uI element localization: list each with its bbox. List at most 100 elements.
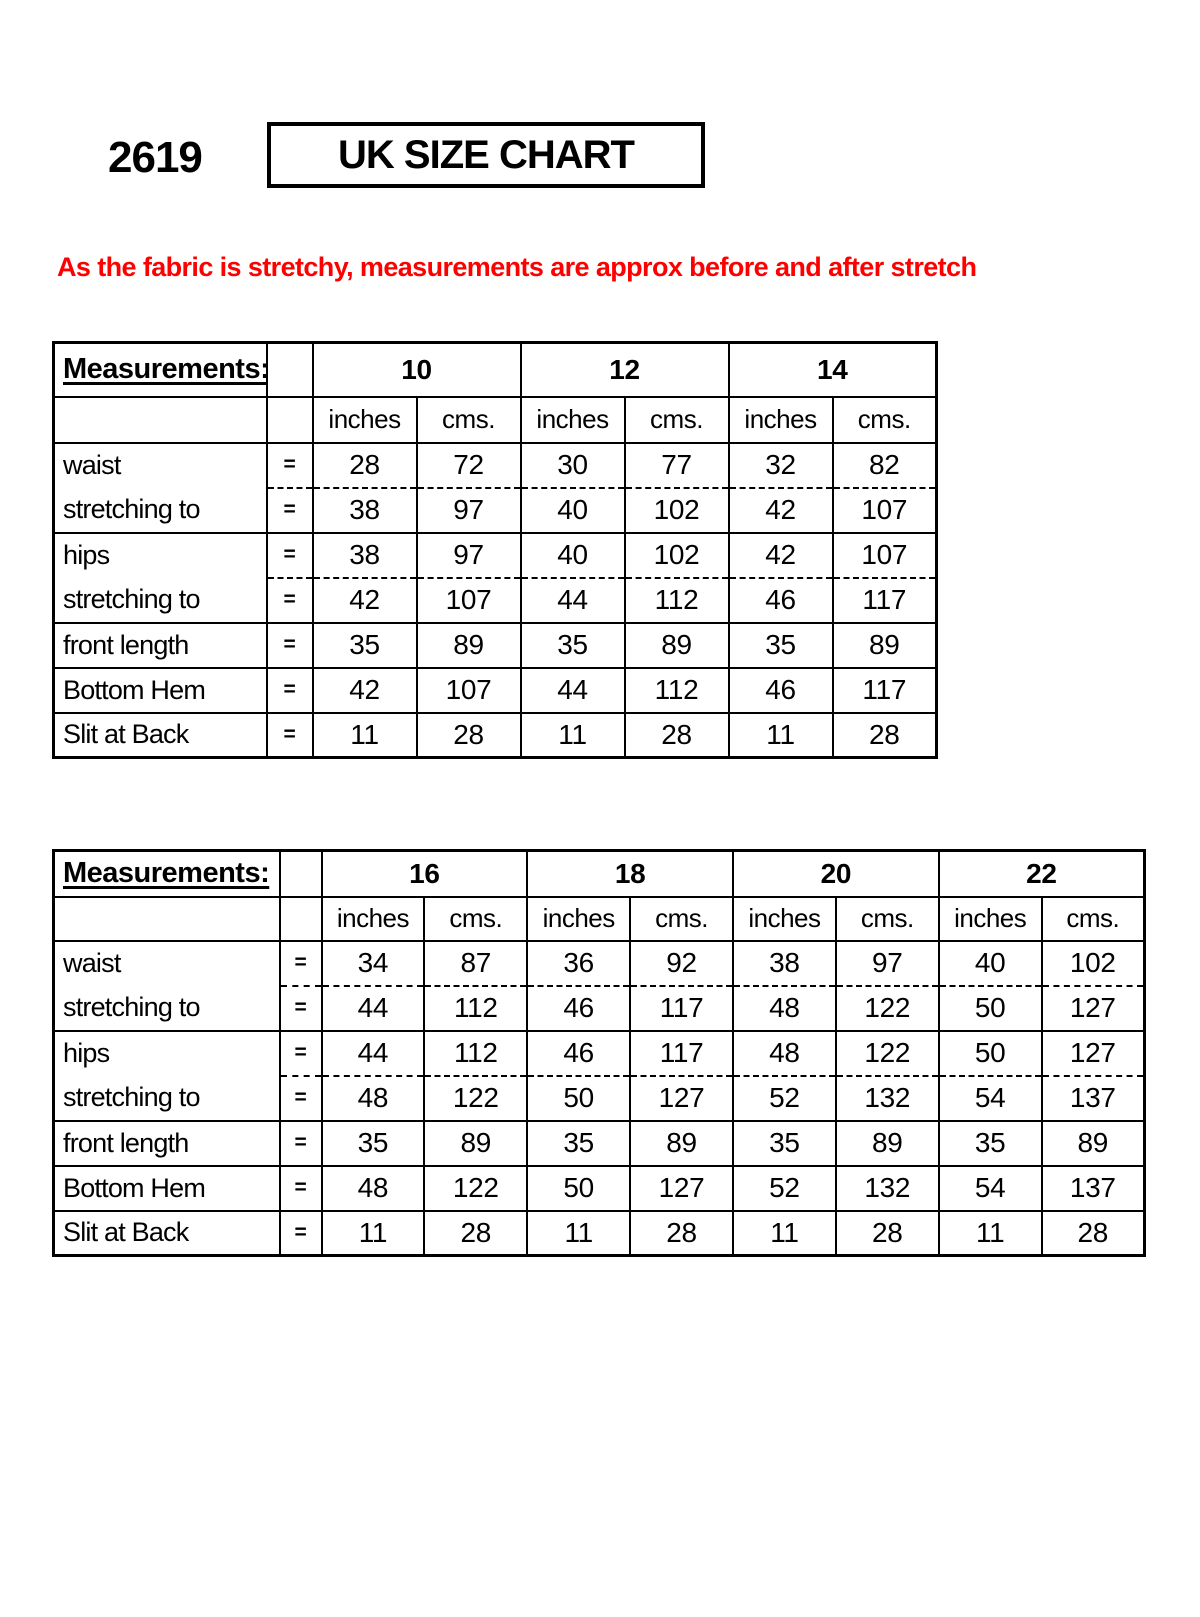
spacer-cell [265, 396, 314, 444]
value-cell: 48 [320, 1075, 426, 1122]
value-cell: 40 [519, 487, 626, 534]
value-cell: 35 [727, 622, 834, 669]
value-cell: 107 [831, 487, 938, 534]
value-cell: 52 [732, 1075, 837, 1122]
value-cell: 35 [311, 622, 418, 669]
value-cell: 122 [834, 985, 940, 1032]
measurement-row: Bottom Hem = 48 122 50 127 52 132 54 137 [52, 1165, 1146, 1212]
value-cell: 50 [526, 1165, 632, 1212]
value-cell: 11 [727, 712, 834, 759]
unit-header: inches [311, 396, 418, 444]
size-header: 20 [732, 850, 940, 898]
value-cell: 89 [423, 1120, 529, 1167]
value-cell: 89 [629, 1120, 734, 1167]
value-cell: 50 [937, 985, 1043, 1032]
unit-header: cms. [423, 896, 529, 942]
value-cell: 132 [834, 1075, 940, 1122]
measurement-row: stretching to = 44 112 46 117 48 122 50 127 [52, 985, 1146, 1032]
size-chart-table-sizes-16-22: Measurements: 16 18 20 22 inches cms. inches cms… [52, 849, 1146, 1257]
value-cell: 32 [727, 442, 834, 489]
value-cell: 42 [727, 487, 834, 534]
value-cell: 44 [320, 1030, 426, 1077]
spacer-cell [278, 850, 323, 898]
measurement-row: hips = 38 97 40 102 42 107 [52, 532, 938, 579]
value-cell: 11 [526, 1210, 632, 1257]
value-cell: 44 [519, 667, 626, 714]
measurements-header: Measurements: [52, 850, 281, 898]
measurement-row: Slit at Back = 11 28 11 28 11 28 11 28 [52, 1210, 1146, 1257]
equals-sign: = [278, 940, 323, 987]
page-title: UK SIZE CHART [338, 132, 635, 177]
value-cell: 122 [423, 1165, 529, 1212]
value-cell: 102 [623, 532, 730, 579]
value-cell: 112 [423, 1030, 529, 1077]
measurement-label: Slit at Back [52, 712, 268, 759]
value-cell: 28 [1040, 1210, 1146, 1257]
title-box: UK SIZE CHART [267, 122, 705, 188]
unit-header: inches [937, 896, 1043, 942]
value-cell: 127 [1040, 985, 1146, 1032]
value-cell: 28 [834, 1210, 940, 1257]
spacer-cell [52, 896, 281, 942]
equals-sign: = [265, 487, 314, 534]
value-cell: 122 [423, 1075, 529, 1122]
measurement-label: stretching to [52, 487, 268, 534]
unit-header: cms. [1040, 896, 1146, 942]
value-cell: 82 [831, 442, 938, 489]
measurement-row: hips = 44 112 46 117 48 122 50 127 [52, 1030, 1146, 1077]
measurement-label: Bottom Hem [52, 667, 268, 714]
value-cell: 50 [526, 1075, 632, 1122]
unit-header-row: inches cms. inches cms. inches cms. inches cms. [52, 896, 1146, 942]
measurement-row: front length = 35 89 35 89 35 89 35 89 [52, 1120, 1146, 1167]
equals-sign: = [278, 1165, 323, 1212]
measurement-label: waist [52, 940, 281, 986]
measurement-label: Slit at Back [52, 1210, 281, 1257]
value-cell: 46 [526, 985, 632, 1032]
measurement-row: stretching to = 38 97 40 102 42 107 [52, 487, 938, 534]
value-cell: 48 [320, 1165, 426, 1212]
value-cell: 28 [423, 1210, 529, 1257]
equals-sign: = [265, 712, 314, 759]
measurement-label: stretching to [52, 577, 268, 624]
value-cell: 89 [415, 622, 522, 669]
value-cell: 46 [727, 667, 834, 714]
value-cell: 46 [526, 1030, 632, 1077]
unit-header: cms. [831, 396, 938, 444]
size-header-row: Measurements: 10 12 14 [52, 342, 938, 398]
size-header: 16 [320, 850, 529, 898]
value-cell: 127 [629, 1165, 734, 1212]
value-cell: 89 [834, 1120, 940, 1167]
value-cell: 44 [519, 577, 626, 624]
size-header: 12 [519, 342, 730, 398]
unit-header: cms. [415, 396, 522, 444]
value-cell: 97 [834, 940, 940, 987]
unit-header: cms. [629, 896, 734, 942]
measurement-row: waist = 28 72 30 77 32 82 [52, 442, 938, 489]
unit-header: inches [519, 396, 626, 444]
measurement-label: hips [52, 1030, 281, 1076]
spacer-cell [265, 342, 314, 398]
value-cell: 117 [831, 667, 938, 714]
value-cell: 97 [415, 532, 522, 579]
value-cell: 50 [937, 1030, 1043, 1077]
value-cell: 112 [623, 577, 730, 624]
unit-header: inches [320, 896, 426, 942]
value-cell: 28 [831, 712, 938, 759]
unit-header-row: inches cms. inches cms. inches cms. [52, 396, 938, 444]
value-cell: 102 [623, 487, 730, 534]
value-cell: 48 [732, 1030, 837, 1077]
value-cell: 89 [831, 622, 938, 669]
value-cell: 48 [732, 985, 837, 1032]
value-cell: 117 [629, 1030, 734, 1077]
value-cell: 52 [732, 1165, 837, 1212]
unit-header: inches [526, 896, 632, 942]
equals-sign: = [265, 667, 314, 714]
measurement-row: waist = 34 87 36 92 38 97 40 102 [52, 940, 1146, 987]
value-cell: 42 [311, 577, 418, 624]
value-cell: 54 [937, 1165, 1043, 1212]
measurement-label: front length [52, 622, 268, 669]
equals-sign: = [278, 1120, 323, 1167]
equals-sign: = [265, 442, 314, 489]
size-header: 10 [311, 342, 522, 398]
value-cell: 112 [423, 985, 529, 1032]
